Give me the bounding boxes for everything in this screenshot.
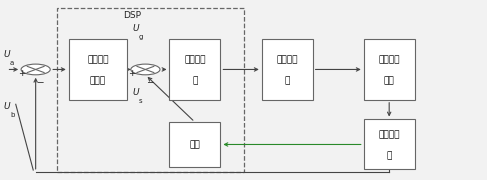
Text: 速度调节: 速度调节	[184, 55, 206, 64]
Text: U: U	[3, 50, 10, 59]
Text: 增益调节: 增益调节	[277, 55, 298, 64]
Text: 模糊位置: 模糊位置	[87, 55, 109, 64]
FancyBboxPatch shape	[169, 39, 221, 100]
FancyBboxPatch shape	[69, 39, 127, 100]
Text: 调节器: 调节器	[90, 76, 106, 86]
Circle shape	[131, 64, 160, 75]
Text: 位置传感: 位置传感	[378, 130, 400, 139]
FancyBboxPatch shape	[364, 120, 414, 170]
FancyBboxPatch shape	[262, 39, 313, 100]
Text: U: U	[133, 88, 139, 97]
Circle shape	[21, 64, 50, 75]
Text: a: a	[10, 60, 14, 66]
Text: −: −	[146, 77, 153, 86]
Text: 器: 器	[284, 76, 290, 86]
Text: 直流无刷: 直流无刷	[378, 55, 400, 64]
Text: 电机: 电机	[384, 76, 394, 86]
Text: +: +	[19, 69, 26, 78]
Text: 器: 器	[192, 76, 198, 86]
Text: U: U	[133, 24, 139, 33]
Text: g: g	[139, 34, 144, 40]
FancyBboxPatch shape	[364, 39, 414, 100]
Text: 微分: 微分	[189, 140, 200, 149]
Text: U: U	[3, 102, 10, 111]
Text: +: +	[128, 69, 135, 78]
FancyBboxPatch shape	[169, 122, 221, 167]
Text: 器: 器	[387, 152, 392, 161]
Text: DSP: DSP	[123, 11, 141, 20]
Text: b: b	[10, 112, 14, 118]
Text: s: s	[139, 98, 143, 104]
Text: −: −	[36, 77, 43, 86]
